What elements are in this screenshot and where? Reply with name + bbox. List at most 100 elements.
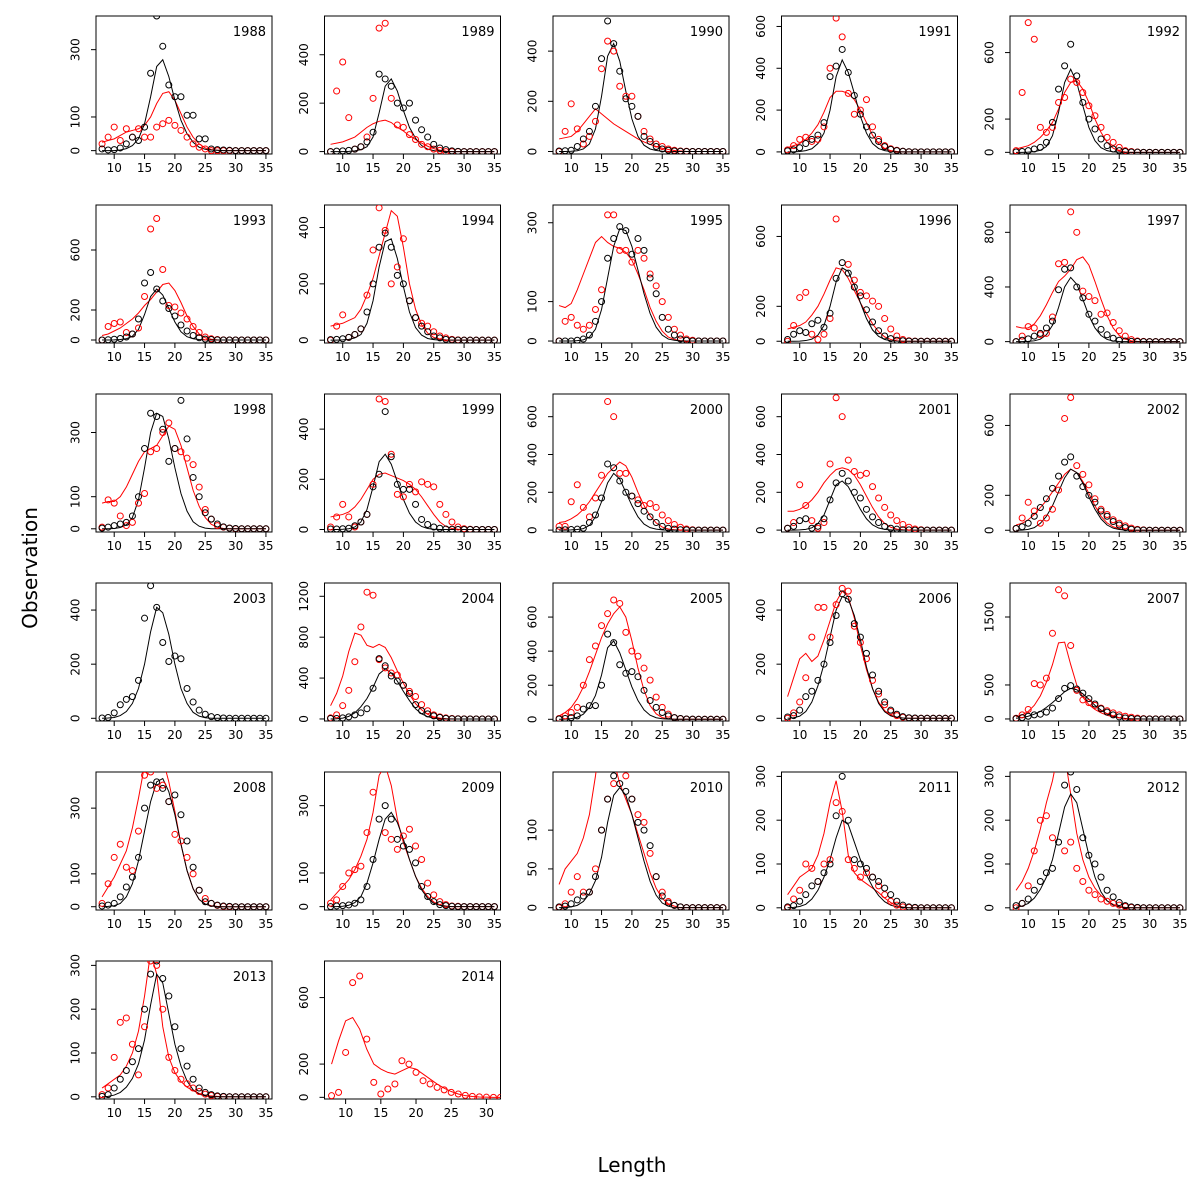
obs-point-red [1048, 313, 1056, 321]
obs-point-black [844, 595, 852, 603]
panel-frame [1009, 582, 1187, 722]
obs-point-black [490, 148, 498, 154]
obs-point-black [339, 335, 347, 343]
x-tick-label: 10 [1021, 350, 1036, 364]
obs-point-red [339, 311, 347, 319]
obs-point-red [1091, 112, 1099, 120]
obs-point-black [418, 126, 426, 134]
obs-point-red [381, 226, 389, 234]
obs-point-black [814, 316, 822, 324]
panel-year-label: 2000 [690, 403, 723, 418]
obs-point-black [339, 147, 347, 154]
fit-line-red [330, 472, 495, 530]
obs-point-black [1048, 864, 1056, 872]
obs-point-red [561, 712, 569, 720]
obs-point-black [375, 70, 383, 78]
obs-point-black [1061, 62, 1069, 70]
obs-point-red [128, 867, 136, 875]
obs-point-black [838, 259, 846, 267]
obs-point-red [335, 1088, 343, 1096]
obs-point-black [177, 1045, 185, 1053]
x-tick-label: 35 [1172, 728, 1187, 742]
obs-point-red [448, 518, 456, 526]
y-tick-label: 200 [526, 90, 540, 113]
obs-point-red [189, 140, 197, 148]
panel-frame [552, 771, 730, 911]
panel-frame [324, 582, 501, 722]
obs-point-black [646, 137, 654, 145]
x-tick-label: 10 [107, 728, 122, 742]
obs-point-black [104, 1091, 112, 1099]
x-tick-label: 15 [1051, 539, 1066, 553]
y-tick-label: 0 [526, 715, 540, 723]
obs-point-black [165, 992, 173, 1000]
panel-1992: 10 15 20 25 30 35 0 200 600 1992 [983, 15, 1188, 175]
obs-point-red [820, 860, 828, 868]
obs-point-black [591, 873, 599, 881]
x-tick-label: 25 [883, 917, 898, 931]
obs-point-black [875, 519, 883, 527]
obs-point-red [134, 324, 142, 332]
obs-point-black [664, 899, 672, 907]
fit-line-red [101, 772, 266, 908]
panel-frame [95, 393, 273, 533]
y-tick-label: 0 [754, 714, 768, 722]
obs-point-black [832, 274, 840, 282]
x-tick-label: 25 [426, 539, 441, 553]
obs-point-red [333, 513, 341, 521]
obs-point-red [579, 325, 587, 333]
obs-point-black [1055, 695, 1063, 703]
obs-point-black [875, 878, 883, 886]
obs-point-red [183, 853, 191, 861]
obs-point-red [436, 500, 444, 508]
obs-point-black [153, 412, 161, 420]
obs-point-red [1103, 133, 1111, 141]
panel-year-label: 2002 [1147, 403, 1180, 418]
obs-point-red [808, 633, 816, 641]
obs-point-black [357, 325, 365, 333]
y-tick-label: 200 [754, 481, 768, 504]
y-tick-label: 400 [983, 276, 997, 299]
obs-point-black [790, 330, 798, 338]
obs-point-red [646, 270, 654, 278]
y-tick-label: 300 [69, 38, 83, 61]
obs-point-black [598, 298, 606, 306]
obs-point-red [850, 864, 858, 872]
obs-point-red [442, 510, 450, 518]
x-tick-label: 15 [373, 1106, 388, 1120]
obs-point-black [573, 142, 581, 150]
y-tick-label: 200 [69, 299, 83, 322]
obs-point-red [808, 137, 816, 145]
obs-point-black [947, 904, 955, 910]
obs-point-black [1091, 317, 1099, 325]
obs-point-red [147, 961, 155, 965]
obs-point-red [405, 687, 413, 695]
obs-point-black [808, 524, 816, 532]
obs-point-black [418, 515, 426, 523]
fit-line-red [101, 425, 266, 530]
obs-point-black [1109, 518, 1117, 526]
x-tick-label: 25 [198, 728, 213, 742]
obs-point-black [393, 835, 401, 843]
obs-point-black [862, 505, 870, 513]
obs-point-black [201, 710, 209, 718]
y-tick-label: 600 [754, 225, 768, 248]
obs-point-red [820, 519, 828, 527]
obs-point-red [351, 866, 359, 874]
y-tick-label: 600 [983, 414, 997, 437]
x-tick-label: 35 [944, 350, 959, 364]
obs-point-red [177, 1075, 185, 1083]
obs-point-black [226, 524, 234, 532]
obs-point-black [195, 706, 203, 714]
obs-point-black [412, 314, 420, 322]
obs-point-red [1109, 319, 1117, 327]
obs-point-red [567, 708, 575, 716]
fit-line-red [101, 91, 266, 152]
obs-point-black [640, 507, 648, 515]
obs-point-red [862, 292, 870, 300]
obs-point-red [1073, 79, 1081, 87]
obs-point-black [820, 869, 828, 877]
obs-point-red [327, 899, 335, 907]
x-tick-label: 15 [365, 539, 380, 553]
obs-point-red [393, 490, 401, 498]
